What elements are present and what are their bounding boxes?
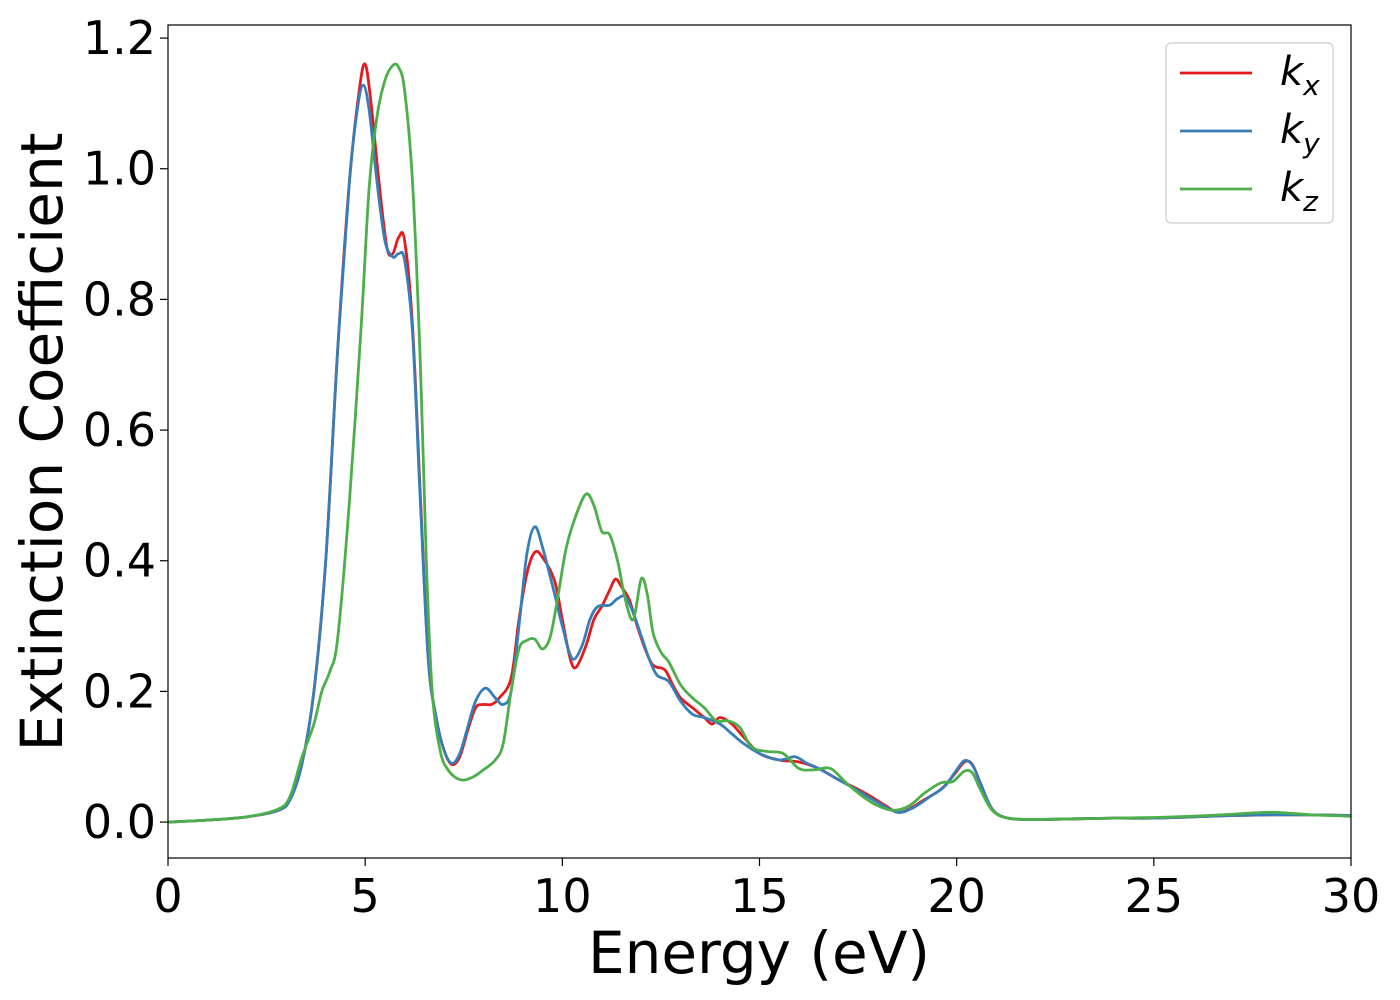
x-axis-title: Energy (eV) [588, 919, 930, 987]
x-tick-label: 30 [1322, 869, 1381, 923]
y-tick-label: 1.0 [83, 142, 156, 196]
series-line-ky [168, 83, 1351, 824]
series-lines-group [168, 62, 1351, 824]
y-axis-title: Extinction Coefficient [8, 133, 76, 752]
x-tick-label: 0 [153, 869, 182, 923]
x-tick-label: 5 [351, 869, 380, 923]
y-axis-ticks: 0.0 0.2 0.4 0.6 0.8 1.0 1.2 [83, 11, 168, 849]
y-tick-label: 0.2 [83, 664, 156, 718]
y-tick-label: 0.0 [83, 795, 156, 849]
y-tick-label: 1.2 [83, 11, 156, 65]
y-tick-label: 0.8 [83, 272, 156, 326]
series-line-kz [168, 62, 1351, 824]
y-tick-label: 0.4 [83, 534, 156, 588]
x-axis-ticks: 0 5 10 15 20 25 30 [153, 858, 1380, 923]
legend-box [1165, 42, 1334, 224]
x-tick-label: 10 [533, 869, 592, 923]
x-tick-label: 15 [730, 869, 789, 923]
x-tick-label: 20 [927, 869, 986, 923]
x-tick-label: 25 [1125, 869, 1184, 923]
y-tick-label: 0.6 [83, 403, 156, 457]
